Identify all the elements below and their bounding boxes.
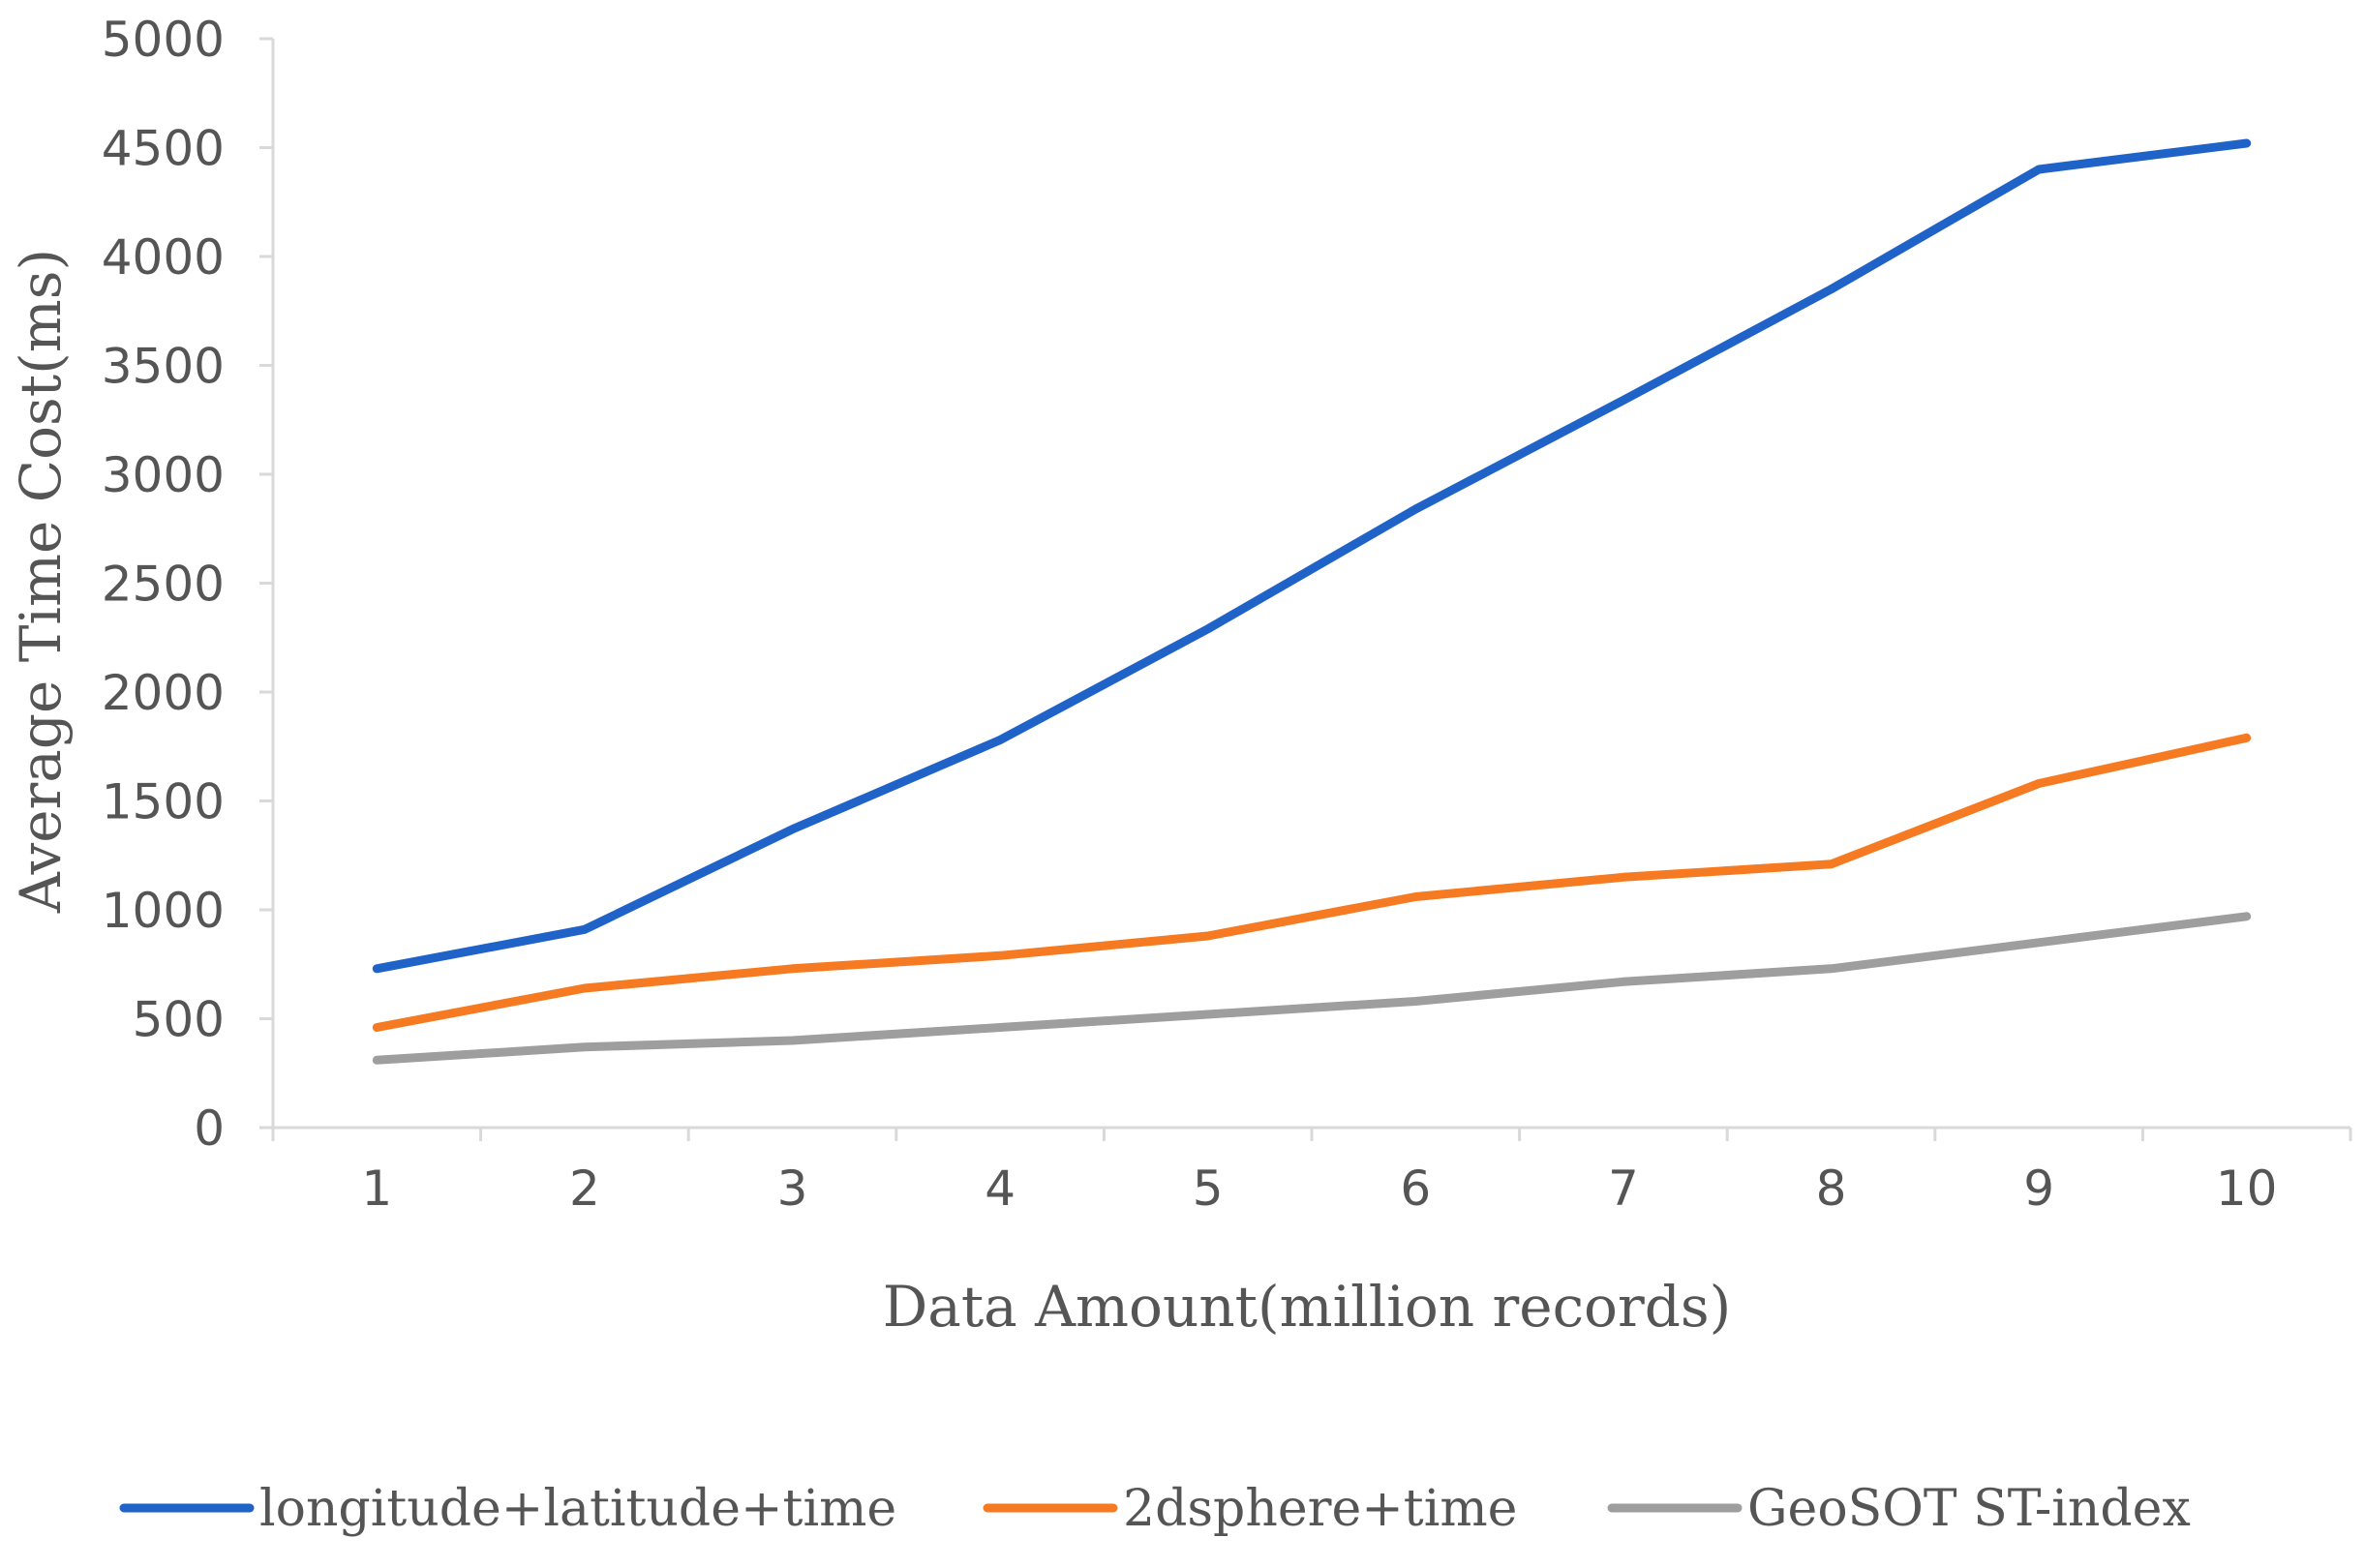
x-tick-label: 4 [985, 1161, 1016, 1217]
y-tick-label: 1500 [102, 774, 225, 830]
y-tick-label: 1000 [102, 883, 225, 939]
y-tick-label: 3000 [102, 447, 225, 503]
x-tick-label: 5 [1193, 1161, 1224, 1217]
x-axis-title: Data Amount(million records) [883, 1274, 1731, 1340]
x-tick-label: 9 [2023, 1161, 2054, 1217]
x-tick-label: 2 [569, 1161, 600, 1217]
x-tick-label: 7 [1608, 1161, 1639, 1217]
x-tick-label: 8 [1816, 1161, 1847, 1217]
series-lines [372, 138, 2252, 1065]
series-line-1 [372, 138, 2252, 974]
x-tick-label: 6 [1400, 1161, 1431, 1217]
legend-label: GeoSOT ST-index [1747, 1480, 2191, 1538]
y-axis-ticks: 0 500 1000 1500 2000 2500 3000 3500 4000 4500 5000 [102, 12, 273, 1157]
y-axis-title: Average Time Cost(ms) [8, 249, 74, 914]
x-tick-label: 3 [777, 1161, 808, 1217]
y-tick-label: 4500 [102, 121, 225, 177]
x-axis-ticks: 1 2 3 4 5 6 7 8 9 10 [271, 1128, 2352, 1217]
y-tick-label: 0 [194, 1101, 225, 1157]
series-line-3 [372, 912, 2252, 1065]
legend-label: longitude+latitude+time [259, 1480, 896, 1538]
y-tick-label: 5000 [102, 12, 225, 68]
y-tick-label: 4000 [102, 229, 225, 286]
axes [271, 39, 2350, 1130]
x-tick-label: 10 [2216, 1161, 2278, 1217]
series-line-2 [372, 733, 2252, 1032]
y-tick-label: 2500 [102, 557, 225, 613]
y-tick-label: 2000 [102, 665, 225, 721]
legend-label: 2dsphere+time [1123, 1480, 1517, 1538]
y-tick-label: 3500 [102, 339, 225, 395]
x-tick-label: 1 [361, 1161, 392, 1217]
legend: longitude+latitude+time 2dsphere+time GeoS… [119, 1480, 2191, 1538]
y-tick-label: 500 [133, 992, 225, 1048]
